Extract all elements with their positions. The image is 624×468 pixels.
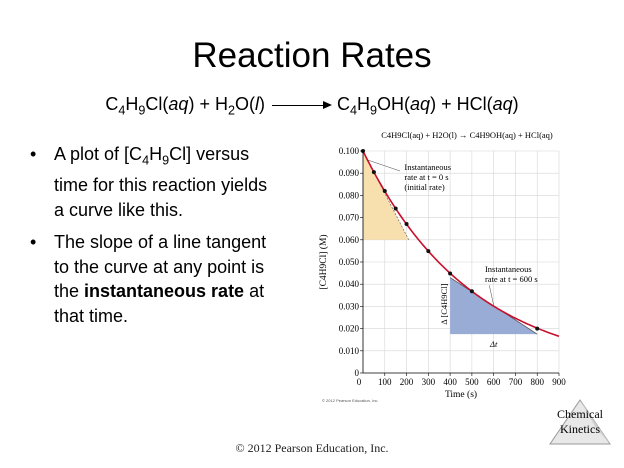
x-tick-label: 400 xyxy=(443,377,457,387)
x-tick-label: 100 xyxy=(378,377,392,387)
annotation-initial-rate: Instantaneous xyxy=(404,162,451,172)
annotation-initial-rate: (initial rate) xyxy=(404,182,445,192)
y-tick-label: 0.050 xyxy=(339,257,360,267)
concentration-time-chart: 0.100 0.090 0.080 0.070 0.060 0.050 0.040 0.030… xyxy=(318,130,566,399)
bullet-item-1: A plot of [C4H9Cl] versus time for this … xyxy=(30,142,280,222)
initial-tangent-line xyxy=(362,150,410,240)
annotation-600s-rate: rate at t = 600 s xyxy=(485,274,538,284)
y-tick-label: 0.070 xyxy=(339,213,360,223)
reactant-1: C4H9Cl(aq) xyxy=(105,94,195,118)
y-tick-label: 0.100 xyxy=(339,146,360,156)
data-point xyxy=(404,222,409,227)
footer-copyright: © 2012 Pearson Education, Inc. xyxy=(235,441,389,455)
product-1: C4H9OH(aq) xyxy=(337,94,437,118)
x-axis-label: Time (s) xyxy=(445,389,477,399)
page-title: Reaction Rates xyxy=(192,36,432,75)
data-point xyxy=(393,206,398,211)
product-2: HCl(aq) xyxy=(456,94,519,114)
data-point xyxy=(469,289,474,294)
y-tick-label: 0.010 xyxy=(339,346,360,356)
reaction-arrow xyxy=(271,100,332,109)
x-tick-label: 200 xyxy=(400,377,414,387)
chart-copyright: © 2012 Pearson Education, Inc. xyxy=(322,398,379,403)
data-point xyxy=(535,326,540,331)
y-tick-label: 0.060 xyxy=(339,235,360,245)
annotation-delta-t: Δt xyxy=(489,339,498,349)
x-tick-label: 600 xyxy=(487,377,501,387)
bullet-2-bold: instantaneous rate xyxy=(84,281,245,302)
x-tick-label: 800 xyxy=(530,377,544,387)
initial-rate-leader xyxy=(367,159,401,172)
chart-title: C4H9Cl(aq) + H2O(l) → C4H9OH(aq) + HCl(a… xyxy=(381,130,553,140)
initial-rate-triangle xyxy=(363,151,409,240)
data-point xyxy=(426,249,431,254)
corner-label-line-2: Kinetics xyxy=(560,422,600,436)
y-tick-label: 0.020 xyxy=(339,324,360,334)
chemical-kinetics-triangle-icon xyxy=(549,399,611,445)
y-tick-label: 0.090 xyxy=(339,168,360,178)
y-tick-label: 0.080 xyxy=(339,190,360,200)
bullet-2-tail: at that time. xyxy=(54,281,265,326)
corner-label: Chemical Kinetics xyxy=(548,407,612,437)
y-tick-label: 0 xyxy=(355,368,360,378)
reaction-equation: C4H9Cl(aq) + H2O(l) C4H9OH(aq) + HCl(aq) xyxy=(105,94,519,118)
x-tick-label: 900 xyxy=(552,377,566,387)
bullet-2-text: The slope of a line tangent to the curve… xyxy=(54,232,267,302)
annotation-600s-rate: Instantaneous xyxy=(485,264,532,274)
rate-600s-triangle xyxy=(450,277,538,335)
x-tick-label: 500 xyxy=(465,377,479,387)
annotation-initial-rate: rate at t = 0 s xyxy=(404,172,448,182)
data-point xyxy=(382,188,387,193)
x-tick-label: 300 xyxy=(422,377,436,387)
y-tick-label: 0.030 xyxy=(339,301,360,311)
rate-600s-leader xyxy=(489,285,494,306)
data-point xyxy=(371,170,376,175)
bullet-item-2: The slope of a line tangent to the curve… xyxy=(30,230,280,328)
reactant-2: H2O(l) xyxy=(214,94,265,118)
annotation-delta-conc: Δ [C4H9Cl] xyxy=(439,283,449,324)
x-tick-label: 700 xyxy=(509,377,523,387)
y-tick-label: 0.040 xyxy=(339,279,360,289)
y-axis-label: [C4H9Cl] (M) xyxy=(318,234,329,289)
x-tick-label-origin: 0 xyxy=(357,377,362,387)
corner-label-line-1: Chemical xyxy=(557,407,603,421)
data-point xyxy=(448,271,453,276)
bullet-list: A plot of [C4H9Cl] versus time for this … xyxy=(30,142,280,336)
